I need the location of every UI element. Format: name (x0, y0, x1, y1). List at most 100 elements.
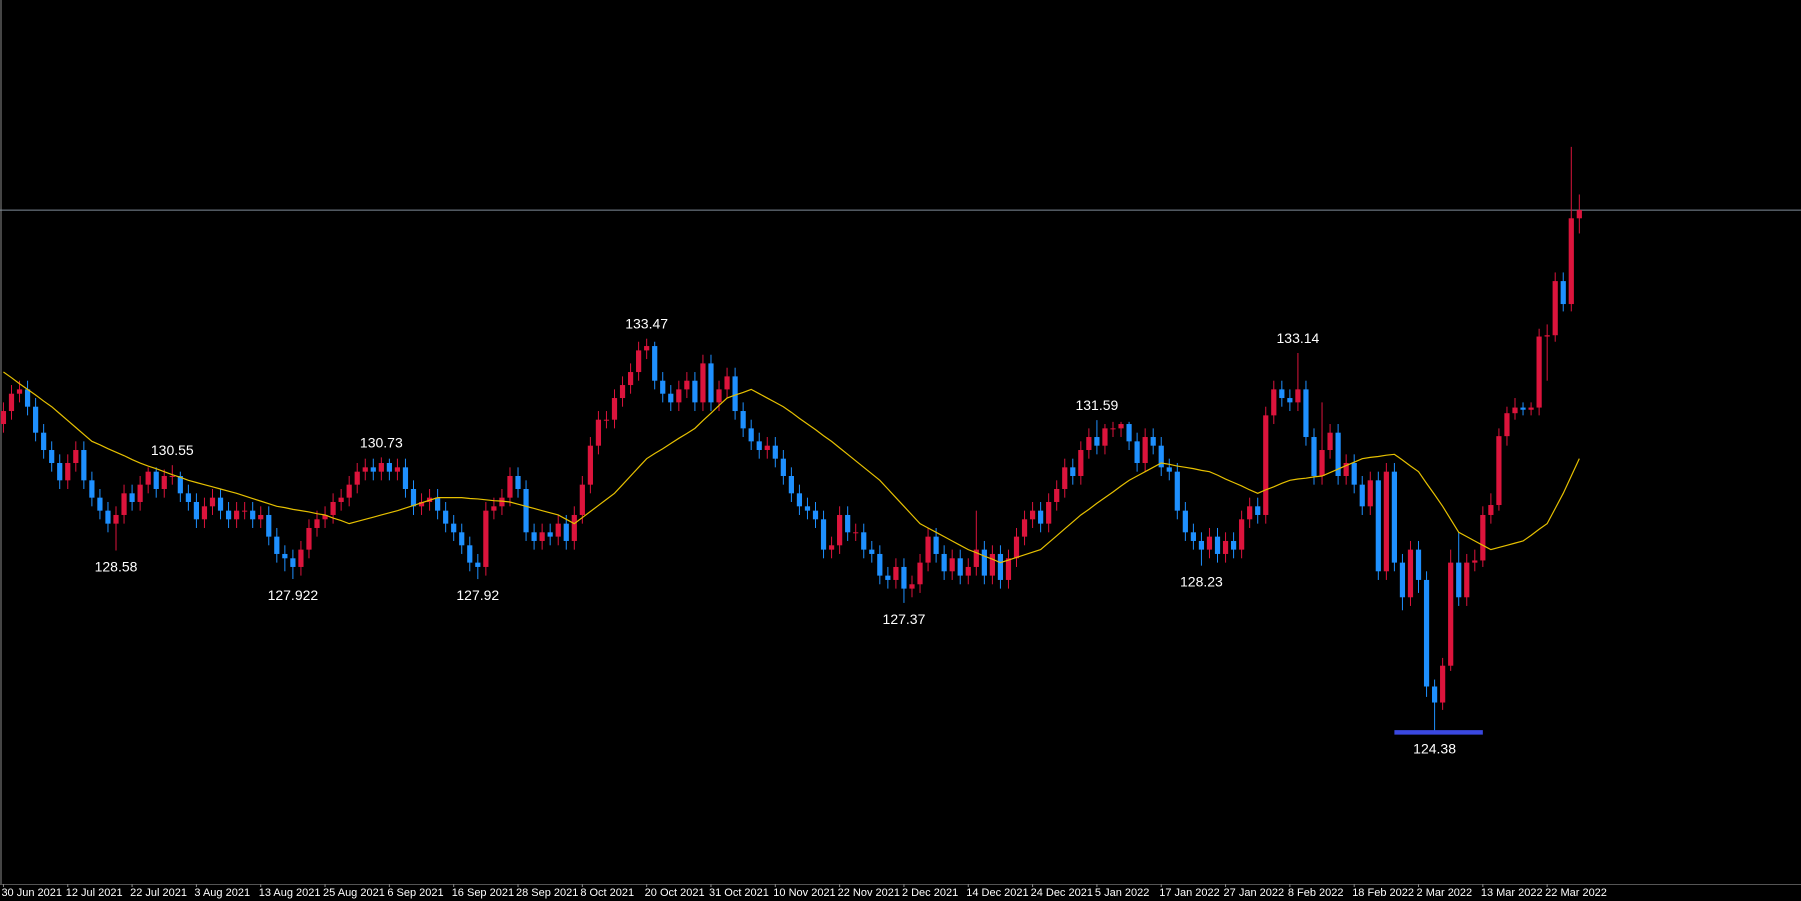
candle-body (443, 510, 449, 524)
candle-body (306, 527, 312, 550)
candle-body (579, 484, 585, 515)
x-tick-label: 22 Mar 2022 (1545, 887, 1607, 899)
moving-average (3, 371, 1580, 564)
candle-body (314, 519, 320, 528)
x-tick-label: 31 Oct 2021 (709, 887, 769, 899)
candle-body (1070, 467, 1076, 476)
candle-body (1158, 445, 1164, 468)
candle-body (475, 562, 481, 567)
candle-body (1182, 510, 1188, 533)
candle-body (161, 476, 167, 489)
candle-body (1343, 463, 1349, 476)
candle-body (515, 476, 521, 489)
candle-body (909, 584, 915, 589)
x-tick-label: 12 Jul 2021 (66, 887, 123, 899)
candle-body (1206, 536, 1213, 550)
x-tick-label: 14 Dec 2021 (966, 887, 1028, 899)
x-tick-label: 13 Aug 2021 (259, 887, 321, 899)
candle-body (1351, 463, 1357, 485)
x-tick-label: 27 Jan 2022 (1224, 887, 1285, 899)
candle-body (1488, 505, 1494, 515)
candle-body (410, 488, 417, 507)
candle-body (73, 450, 79, 464)
candle-body (1303, 389, 1309, 438)
candle-body (740, 411, 746, 429)
candle-body (1391, 471, 1397, 563)
candle-body (1560, 281, 1566, 305)
candle-body (1520, 407, 1526, 410)
candle-body (290, 558, 296, 567)
candle-body (1038, 510, 1044, 524)
candle-body (1359, 484, 1365, 507)
candle-body (845, 514, 851, 533)
candle-body (724, 376, 730, 390)
candle-body (1480, 514, 1486, 561)
candle-body (949, 558, 955, 572)
candle-body (113, 514, 119, 524)
candle-body (1367, 480, 1373, 507)
candle-body (1046, 501, 1052, 524)
candle-body (129, 493, 135, 502)
candle-body (499, 497, 505, 507)
candle-body (1239, 519, 1245, 550)
candle-body (1078, 450, 1084, 476)
x-tick-label: 22 Jul 2021 (130, 887, 187, 899)
candle-body (523, 488, 529, 533)
price-annotation: 130.73 (360, 434, 403, 450)
candle-body (668, 393, 674, 403)
x-tick-label: 22 Nov 2021 (838, 887, 900, 899)
candle-body (1230, 540, 1237, 550)
candle-body (1375, 480, 1381, 572)
candle-body (748, 428, 754, 442)
candle-body (97, 497, 103, 511)
candle-body (1327, 432, 1333, 451)
candle-body (467, 545, 473, 563)
candle-body (274, 536, 280, 554)
candle-body (0, 411, 7, 425)
candle-body (234, 510, 240, 520)
x-tick-label: 6 Sep 2021 (387, 887, 443, 899)
candle-body (193, 501, 200, 520)
candle-body (636, 350, 642, 373)
candle-body (322, 514, 328, 520)
candle-body (957, 558, 963, 576)
candle-body (1094, 437, 1100, 446)
candle-body (418, 501, 425, 507)
price-annotation: 131.59 (1075, 397, 1118, 413)
candle-body (644, 346, 650, 351)
x-tick-label: 25 Aug 2021 (323, 887, 385, 899)
candle-body (877, 553, 883, 576)
candle-body (370, 467, 376, 472)
x-tick-label: 2 Dec 2021 (902, 887, 958, 899)
candle-body (1255, 506, 1261, 515)
candle-body (201, 506, 208, 520)
candle-body (1383, 471, 1389, 572)
candle-body (1247, 506, 1253, 520)
candle-body (1431, 686, 1438, 703)
price-annotation: 133.47 (625, 316, 668, 332)
candle-body (1222, 540, 1229, 554)
candle-body (435, 497, 441, 511)
candle-body (700, 363, 706, 403)
candle-body (1190, 532, 1196, 541)
candle-body (169, 476, 175, 477)
candle-body (258, 514, 264, 520)
candle-body (338, 497, 344, 502)
candle-body (531, 532, 537, 541)
candle-body (837, 514, 843, 546)
candle-body (1512, 407, 1518, 414)
candle-body (772, 445, 778, 459)
candle-body (1054, 488, 1060, 502)
price-annotation: 127.922 (268, 587, 319, 603)
candle-body (933, 536, 939, 554)
candle-body (242, 510, 248, 512)
candle-body (965, 566, 971, 576)
price-annotation: 133.14 (1277, 330, 1320, 346)
candle-body (1335, 432, 1341, 476)
candle-body (1198, 540, 1205, 550)
candle-body (483, 510, 489, 567)
candle-body (901, 566, 907, 589)
candle-body (1118, 424, 1124, 429)
candle-body (145, 471, 151, 485)
